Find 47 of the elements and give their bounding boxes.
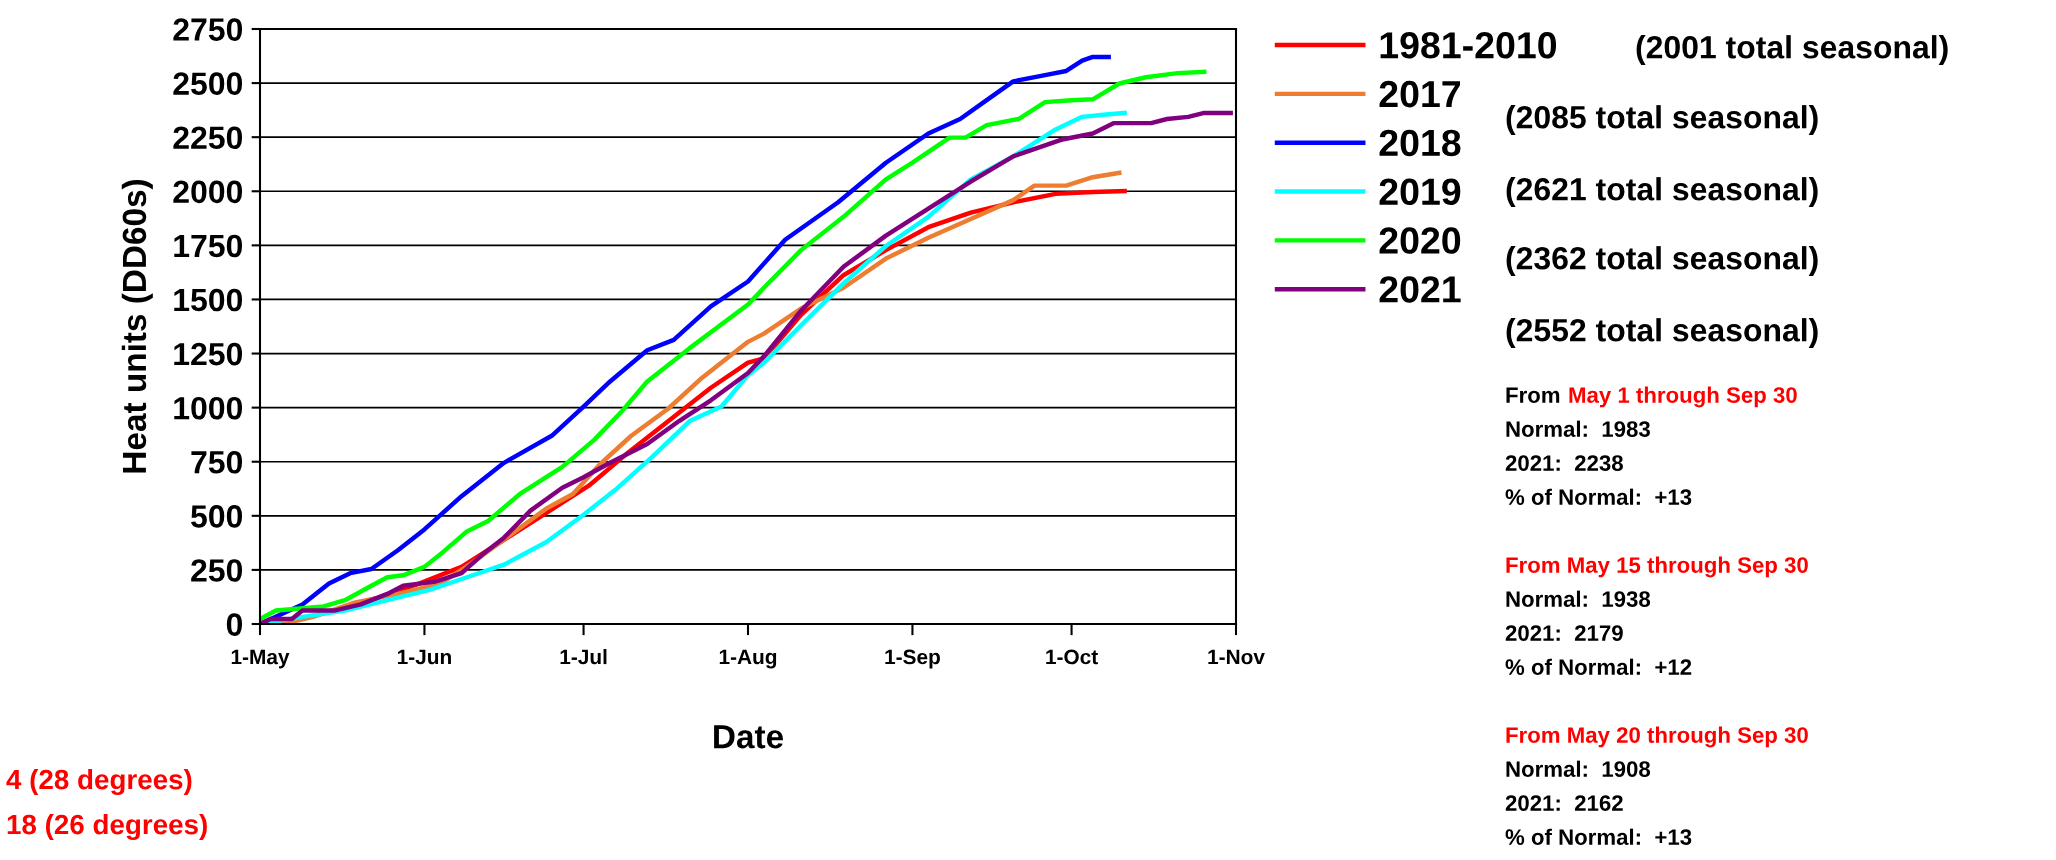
text: % of Normal: +12 bbox=[1505, 658, 1692, 675]
x-axis-title: Date bbox=[714, 725, 783, 749]
text: (2001 total seasonal) bbox=[1636, 35, 1948, 65]
text: From May 15 through Sep 30 bbox=[1506, 556, 1808, 578]
text: (2552 total seasonal) bbox=[1506, 318, 1818, 348]
y-tick-label: 1250 bbox=[174, 342, 243, 366]
x-tick-label: 1-Aug bbox=[719, 649, 777, 669]
text: % of Normal: +13 bbox=[1505, 488, 1692, 505]
y-tick-label: 2000 bbox=[173, 180, 243, 204]
text: Normal: 1908 bbox=[1506, 760, 1651, 777]
y-tick-label: 500 bbox=[191, 505, 243, 528]
y-tick-label: 2250 bbox=[173, 126, 243, 150]
text: Normal: 1983 bbox=[1506, 420, 1650, 437]
text: % of Normal: +13 bbox=[1505, 828, 1692, 845]
y-tick-label: 250 bbox=[191, 559, 243, 582]
legend-label: 2021 bbox=[1379, 276, 1461, 303]
y-tick-label: 2500 bbox=[173, 72, 243, 95]
x-tick-label: 1-Oct bbox=[1046, 649, 1098, 665]
x-tick-label: 1-Nov bbox=[1208, 649, 1265, 665]
text: 2021: 2238 bbox=[1505, 455, 1623, 471]
legend-label: 2019 bbox=[1379, 178, 1461, 206]
y-axis-title: Heat units (DD60s) bbox=[121, 179, 153, 473]
legend-label: 2017 bbox=[1379, 80, 1461, 108]
y-tick-label: 1500 bbox=[174, 288, 243, 312]
text: 18 (26 degrees) bbox=[7, 813, 207, 841]
x-tick-label: 1-Sep bbox=[885, 649, 940, 669]
y-tick-label: 1000 bbox=[174, 396, 243, 420]
text: 2021: 2162 bbox=[1505, 795, 1623, 811]
text: (2621 total seasonal) bbox=[1506, 177, 1818, 207]
text: 2021: 2179 bbox=[1505, 625, 1623, 641]
text: (2362 total seasonal) bbox=[1506, 246, 1818, 276]
text: Normal: 1938 bbox=[1506, 590, 1651, 607]
text: 4 (28 degrees) bbox=[6, 768, 192, 796]
x-tick-label: 1-Jul bbox=[560, 649, 607, 665]
y-tick-label: 0 bbox=[226, 613, 243, 636]
x-tick-label: 1-May bbox=[231, 649, 290, 669]
legend-label: 1981-2010 bbox=[1380, 31, 1557, 59]
y-tick-label: 2750 bbox=[173, 18, 243, 41]
text: May 1 through Sep 30 bbox=[1569, 386, 1797, 408]
y-tick-label: 1750 bbox=[174, 234, 243, 258]
text: (2085 total seasonal) bbox=[1506, 105, 1818, 135]
text: From May 20 through Sep 30 bbox=[1506, 726, 1808, 748]
y-tick-label: 750 bbox=[191, 451, 243, 474]
legend-label: 2020 bbox=[1379, 227, 1461, 254]
text: From bbox=[1506, 387, 1560, 403]
x-tick-label: 1-Jun bbox=[397, 649, 451, 665]
legend-label: 2018 bbox=[1379, 129, 1461, 157]
